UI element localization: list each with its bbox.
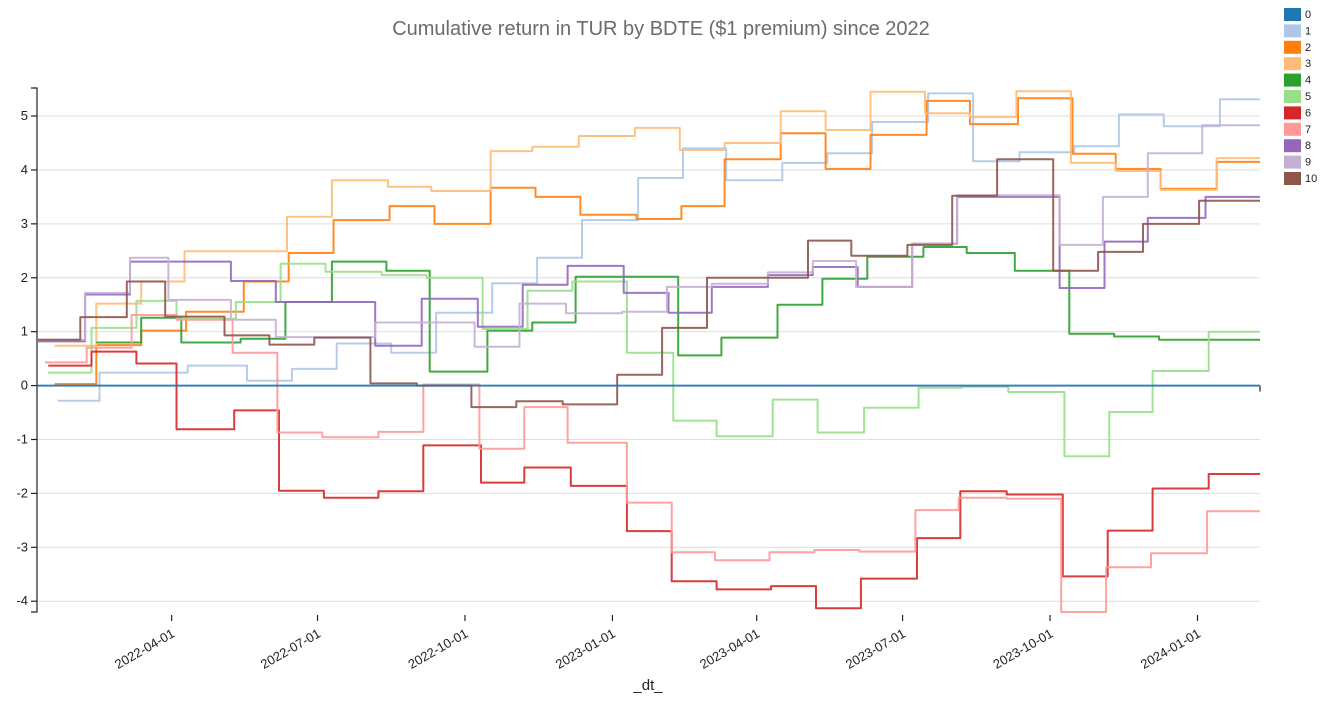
series-line-2	[54, 97, 1260, 385]
legend[interactable]: 0 1 2 3 4 5 6 7 8 9 10	[1284, 8, 1317, 185]
legend-swatch	[1284, 122, 1301, 136]
series-line-7	[45, 314, 1260, 613]
y-tick-label: 3	[21, 216, 28, 231]
legend-item-5[interactable]: 5	[1284, 90, 1311, 103]
legend-swatch	[1284, 90, 1301, 103]
y-tick-label: -3	[16, 539, 28, 554]
legend-item-3[interactable]: 3	[1284, 57, 1311, 71]
series-line-6	[48, 350, 1260, 610]
x-tick-label: 2022-04-01	[112, 626, 177, 672]
legend-label: 5	[1305, 91, 1311, 103]
x-tick-label: 2023-07-01	[843, 626, 908, 672]
legend-swatch	[1284, 8, 1301, 21]
legend-label: 3	[1305, 58, 1311, 70]
legend-label: 1	[1305, 25, 1311, 37]
legend-label: 9	[1305, 157, 1311, 169]
legend-item-8[interactable]: 8	[1284, 139, 1311, 153]
y-axis-line	[31, 87, 38, 613]
legend-item-2[interactable]: 2	[1284, 40, 1311, 54]
y-tick-label: 4	[21, 162, 28, 177]
series-line-5	[48, 262, 1260, 458]
gridlines	[37, 115, 1260, 602]
series-line-3	[54, 90, 1260, 347]
legend-item-7[interactable]: 7	[1284, 122, 1311, 136]
series-line-10	[37, 158, 1260, 409]
x-tick-label: 2023-10-01	[990, 626, 1055, 672]
legend-swatch	[1284, 57, 1301, 71]
legend-label: 10	[1305, 173, 1317, 185]
legend-item-0[interactable]: 0	[1284, 8, 1311, 21]
series-line-8	[37, 195, 1260, 347]
legend-swatch	[1284, 106, 1301, 120]
legend-label: 7	[1305, 124, 1311, 136]
y-tick-label: -1	[16, 431, 28, 446]
x-tick-label: 2023-01-01	[553, 626, 618, 672]
y-tick-label: 1	[21, 324, 28, 339]
x-tick-label: 2024-01-01	[1138, 626, 1203, 672]
x-tick-label: 2023-04-01	[697, 626, 762, 672]
plot-lines	[37, 90, 1260, 613]
y-tick-label: 5	[21, 108, 28, 123]
legend-item-6[interactable]: 6	[1284, 106, 1311, 120]
legend-swatch	[1284, 73, 1301, 87]
legend-item-1[interactable]: 1	[1284, 24, 1311, 38]
x-axis: 2022-04-01 2022-07-01 2022-10-01 2023-01-01…	[112, 385, 1261, 672]
legend-item-4[interactable]: 4	[1284, 73, 1311, 87]
x-axis-label: _dt_	[632, 677, 663, 694]
legend-item-10[interactable]: 10	[1284, 172, 1317, 185]
legend-label: 4	[1305, 75, 1311, 87]
series-line-1	[57, 92, 1260, 402]
x-tick-label: 2022-10-01	[405, 626, 470, 672]
legend-swatch	[1284, 40, 1301, 54]
series-line-4	[96, 246, 1260, 373]
y-tick-label: 2	[21, 270, 28, 285]
legend-swatch	[1284, 24, 1301, 38]
legend-label: 2	[1305, 42, 1311, 54]
legend-swatch	[1284, 155, 1301, 169]
y-axis: -4 -3 -2 -1 0 1 2 3 4 5	[16, 87, 38, 613]
y-tick-label: -2	[16, 485, 28, 500]
x-tick-label: 2022-07-01	[258, 626, 323, 672]
legend-item-9[interactable]: 9	[1284, 155, 1311, 169]
chart-title: Cumulative return in TUR by BDTE ($1 pre…	[392, 18, 930, 40]
legend-label: 8	[1305, 140, 1311, 152]
legend-swatch	[1284, 139, 1301, 153]
series-line-9	[37, 124, 1260, 348]
legend-label: 0	[1305, 9, 1311, 21]
y-tick-label: -4	[16, 593, 28, 608]
legend-label: 6	[1305, 107, 1311, 119]
legend-swatch	[1284, 172, 1301, 185]
y-tick-label: 0	[21, 378, 28, 393]
